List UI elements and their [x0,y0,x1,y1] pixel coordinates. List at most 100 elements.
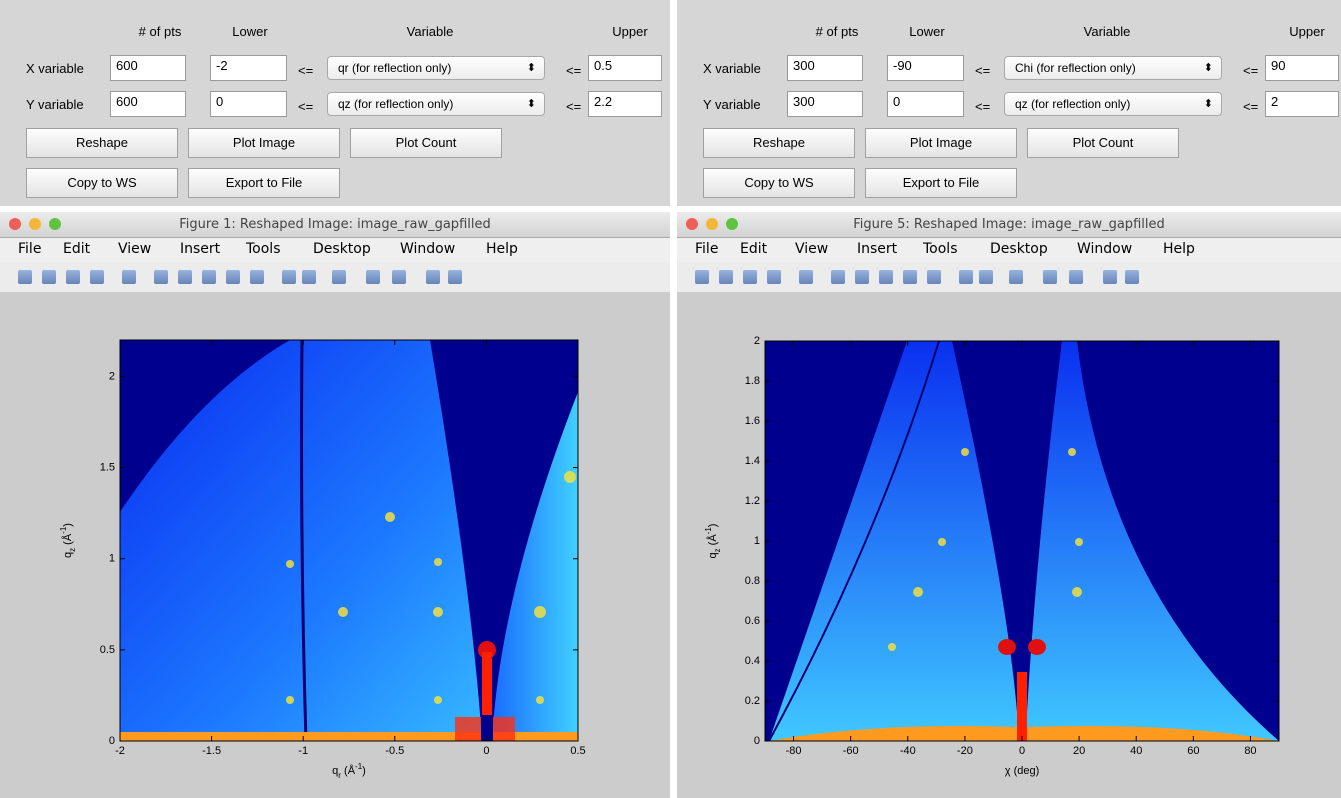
toolbar-icon[interactable] [1043,270,1057,284]
toolbar-icon[interactable] [250,270,264,284]
operator: <= [1243,63,1258,78]
button[interactable]: Reshape [26,128,178,158]
toolbar-icon[interactable] [392,270,406,284]
menu-item[interactable]: Insert [180,241,220,257]
text-field[interactable]: 90 [1265,55,1339,81]
menu-item[interactable]: Desktop [990,241,1048,257]
toolbar-icon[interactable] [959,270,973,284]
label-part: (Å [61,533,74,548]
button[interactable]: Export to File [865,168,1017,198]
button[interactable]: Copy to WS [26,168,178,198]
text-field[interactable]: 300 [787,91,863,117]
y-tick-label: 1.2 [745,495,760,507]
dropdown[interactable]: Chi (for reflection only)⬍ [1004,56,1222,80]
menu-item[interactable]: Help [1163,241,1195,257]
menu-item[interactable]: Tools [923,241,958,257]
y-tick-label: 0 [754,735,760,747]
toolbar-icon[interactable] [42,270,56,284]
toolbar-icon[interactable] [719,270,733,284]
x-tick-label: 40 [1130,745,1142,757]
x-tick-label: -1.5 [202,745,221,757]
window-button[interactable] [686,218,698,230]
dropdown-arrow: ⬍ [1204,93,1213,115]
y-tick-label: 1.8 [745,375,760,387]
toolbar-icon[interactable] [927,270,941,284]
menu-item[interactable]: Window [400,241,455,257]
toolbar-icon[interactable] [695,270,709,284]
button[interactable]: Copy to WS [703,168,855,198]
button[interactable]: Plot Count [1027,128,1179,158]
toolbar-icon[interactable] [1009,270,1023,284]
menu-item[interactable]: Edit [63,241,90,257]
panel: # of ptsLowerVariableUpperX variable300-… [677,0,1341,798]
text-field[interactable]: 300 [787,55,863,81]
window-button[interactable] [726,218,738,230]
plot-area: -2-1.5-1-0.500.500.511.52qr (Å-1)qz (Å-1… [0,292,670,798]
menu-item[interactable]: Desktop [313,241,371,257]
button[interactable]: Export to File [188,168,340,198]
text-field[interactable]: -2 [210,55,287,81]
text-field[interactable]: 600 [110,55,186,81]
text-field[interactable]: -90 [887,55,964,81]
toolbar-icon[interactable] [282,270,296,284]
menu-item[interactable]: Edit [740,241,767,257]
menu-item[interactable]: Insert [857,241,897,257]
x-tick-label: -0.5 [385,745,404,757]
window-button[interactable] [706,218,718,230]
toolbar-icon[interactable] [799,270,813,284]
menu-item[interactable]: File [18,241,41,257]
text-field[interactable]: 2 [1265,91,1339,117]
toolbar-icon[interactable] [302,270,316,284]
toolbar-icon[interactable] [879,270,893,284]
dropdown[interactable]: qz (for reflection only)⬍ [327,92,545,116]
y-tick-label: 0.6 [745,615,760,627]
button[interactable]: Reshape [703,128,855,158]
button[interactable]: Plot Image [188,128,340,158]
toolbar-icon[interactable] [1069,270,1083,284]
toolbar-icon[interactable] [903,270,917,284]
toolbar-icon[interactable] [154,270,168,284]
text-field[interactable]: 0 [887,91,964,117]
toolbar-icon[interactable] [66,270,80,284]
window-button[interactable] [9,218,21,230]
menu-item[interactable]: View [795,241,828,257]
x-tick-label: -2 [115,745,125,757]
toolbar-icon[interactable] [90,270,104,284]
toolbar-icon[interactable] [366,270,380,284]
toolbar-icon[interactable] [855,270,869,284]
toolbar-icon[interactable] [18,270,32,284]
plot-area: -80-60-40-2002040608000.20.40.60.811.21.… [677,292,1341,798]
menu-item[interactable]: Help [486,241,518,257]
title-bar: Figure 5: Reshaped Image: image_raw_gapf… [677,212,1341,238]
menu-item[interactable]: View [118,241,151,257]
x-tick-label: 80 [1244,745,1256,757]
y-tick-label: 0 [109,735,115,747]
toolbar-icon[interactable] [332,270,346,284]
toolbar-icon[interactable] [202,270,216,284]
toolbar-icon[interactable] [767,270,781,284]
toolbar-icon[interactable] [426,270,440,284]
dropdown[interactable]: qr (for reflection only)⬍ [327,56,545,80]
toolbar-icon[interactable] [448,270,462,284]
text-field[interactable]: 600 [110,91,186,117]
text-field[interactable]: 2.2 [588,91,662,117]
toolbar-icon[interactable] [1125,270,1139,284]
menu-item[interactable]: Tools [246,241,281,257]
button[interactable]: Plot Count [350,128,502,158]
toolbar-icon[interactable] [178,270,192,284]
button[interactable]: Plot Image [865,128,1017,158]
xlabel: χ (deg) [1005,765,1040,777]
menu-item[interactable]: Window [1077,241,1132,257]
window-button[interactable] [29,218,41,230]
text-field[interactable]: 0 [210,91,287,117]
window-button[interactable] [49,218,61,230]
toolbar-icon[interactable] [979,270,993,284]
toolbar-icon[interactable] [122,270,136,284]
toolbar-icon[interactable] [1103,270,1117,284]
toolbar-icon[interactable] [226,270,240,284]
toolbar-icon[interactable] [743,270,757,284]
dropdown[interactable]: qz (for reflection only)⬍ [1004,92,1222,116]
menu-item[interactable]: File [695,241,718,257]
toolbar-icon[interactable] [831,270,845,284]
text-field[interactable]: 0.5 [588,55,662,81]
